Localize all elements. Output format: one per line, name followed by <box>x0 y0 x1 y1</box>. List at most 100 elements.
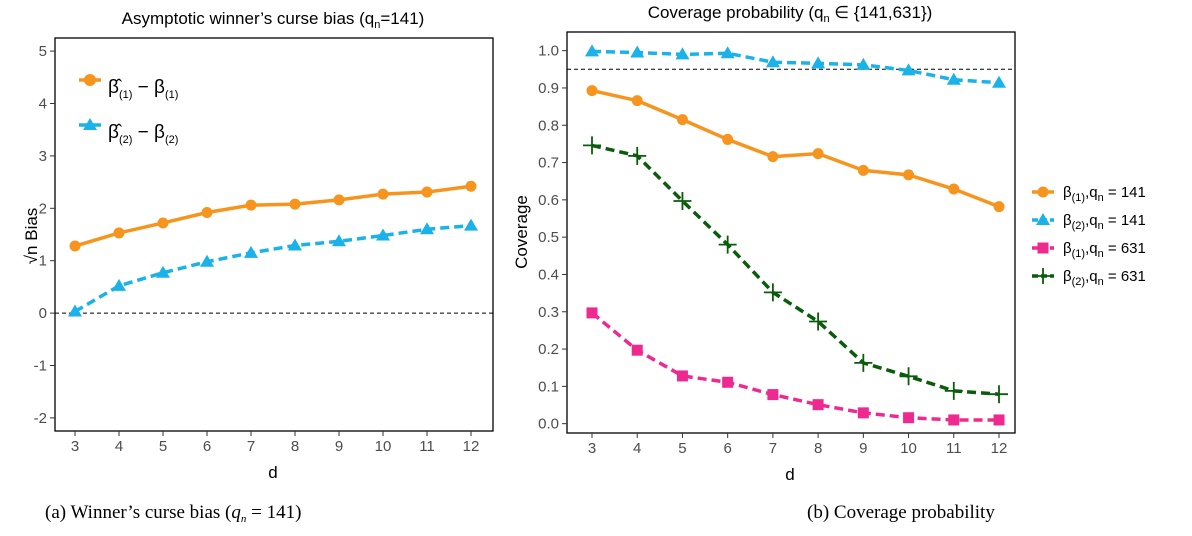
y-tick-label: 2 <box>39 200 47 217</box>
legend-b3-marker <box>1037 242 1049 254</box>
data-point <box>200 254 214 267</box>
data-point <box>675 47 690 60</box>
y-tick-label: 0.1 <box>538 378 559 395</box>
x-tick-label: 3 <box>588 440 596 457</box>
panel-a-x-label: d <box>268 463 277 482</box>
data-point <box>377 188 389 200</box>
series-line-3 <box>590 311 999 422</box>
panel-b-x-label: d <box>785 465 794 484</box>
data-point <box>767 389 779 401</box>
panel-b-legend: β(1),qn = 141 β(2),qn = 141 β(1),qn = 63… <box>1032 184 1146 288</box>
data-point <box>722 133 734 145</box>
x-tick-label: 9 <box>335 438 343 455</box>
data-point <box>376 228 390 241</box>
x-tick-label: 5 <box>159 438 167 455</box>
data-point <box>464 218 478 231</box>
data-point <box>992 75 1006 88</box>
data-point <box>763 283 782 302</box>
data-point <box>585 44 599 57</box>
x-tick-label: 7 <box>247 438 255 455</box>
x-tick-label: 8 <box>291 438 299 455</box>
y-tick-label: 4 <box>39 96 47 113</box>
data-point <box>809 312 828 331</box>
data-point <box>811 56 826 69</box>
panel-a-title: Asymptotic winner’s curse bias (qn=141) <box>122 9 425 31</box>
x-tick-label: 12 <box>463 438 480 455</box>
data-point <box>421 186 433 198</box>
data-point <box>718 235 737 254</box>
panel-b-plot-area <box>566 31 1016 434</box>
x-tick-label: 10 <box>900 440 917 457</box>
x-tick-label: 5 <box>678 440 686 457</box>
data-point <box>990 385 1008 404</box>
y-tick-label: 0.4 <box>538 266 559 283</box>
panel-b: Coverage probability (qn ∈ {141,631}) 0.… <box>512 3 1146 523</box>
data-point <box>812 399 824 411</box>
y-tick-label: 1 <box>39 253 47 270</box>
y-tick-label: 0.6 <box>538 192 559 209</box>
data-point <box>201 206 213 218</box>
y-tick-label: 0.0 <box>538 416 559 433</box>
data-point <box>631 95 643 107</box>
panel-a-plot-area <box>54 37 494 432</box>
y-tick-label: 3 <box>39 148 47 165</box>
panel-b-y-ticks: 0.0 0.1 0.2 0.3 0.4 0.5 0.6 0.7 0.8 0.9 1.0 <box>538 43 567 433</box>
legend-a1-marker <box>84 74 96 86</box>
data-point <box>333 194 345 206</box>
data-point <box>244 245 258 258</box>
data-point <box>767 151 779 163</box>
panel-b-y-label: Coverage <box>512 195 531 269</box>
series-line-4 <box>591 143 1000 396</box>
data-point <box>948 183 960 195</box>
y-tick-label: -1 <box>34 358 47 375</box>
data-point <box>722 376 734 388</box>
data-point <box>854 353 873 372</box>
data-point <box>112 278 126 291</box>
y-tick-label: 0 <box>39 305 47 322</box>
x-tick-label: 6 <box>723 440 731 457</box>
x-tick-label: 6 <box>203 438 211 455</box>
data-point <box>156 265 170 278</box>
x-tick-label: 11 <box>946 440 962 457</box>
data-point <box>157 217 169 229</box>
legend-b1-label: β(1),qn = 141 <box>1063 184 1146 204</box>
x-tick-label: 9 <box>859 440 867 457</box>
legend-b3-label: β(1),qn = 631 <box>1063 240 1146 260</box>
x-tick-label: 7 <box>769 440 777 457</box>
y-tick-label: 0.2 <box>538 341 559 358</box>
y-tick-label: 5 <box>39 43 47 60</box>
panel-a-x-ticks: 3 4 5 6 7 8 9 10 11 12 <box>71 431 480 455</box>
data-point <box>68 304 82 317</box>
panel-a-y-label: √n Bias <box>22 208 41 265</box>
x-tick-label: 11 <box>419 438 435 455</box>
panel-b-x-ticks: 3 4 5 6 7 8 9 10 11 12 <box>588 433 1007 457</box>
data-point <box>676 370 688 382</box>
panel-a: Asymptotic winner’s curse bias (qn=141) … <box>22 9 494 525</box>
data-point <box>993 201 1005 213</box>
y-tick-label: 0.3 <box>538 304 559 321</box>
data-point <box>245 199 257 211</box>
x-tick-label: 4 <box>115 438 123 455</box>
data-point <box>288 238 302 251</box>
series-line-2 <box>591 49 1000 85</box>
data-point <box>586 85 598 97</box>
data-point <box>628 146 647 165</box>
data-point <box>946 72 961 85</box>
legend-b1-marker <box>1037 186 1049 198</box>
y-tick-label: 1.0 <box>538 43 559 60</box>
data-point <box>903 169 915 181</box>
data-point <box>583 136 601 155</box>
y-tick-label: 0.9 <box>538 80 559 97</box>
x-tick-label: 10 <box>375 438 392 455</box>
series-line-1 <box>74 184 472 248</box>
legend-b4-label: β(2),qn = 631 <box>1063 268 1146 288</box>
panel-b-series <box>583 44 1008 426</box>
data-point <box>289 198 301 210</box>
data-point <box>765 55 780 68</box>
data-point <box>586 307 598 319</box>
y-tick-label: 0.7 <box>538 155 559 172</box>
x-tick-label: 4 <box>633 440 641 457</box>
data-point <box>465 180 477 192</box>
data-point <box>69 240 81 252</box>
